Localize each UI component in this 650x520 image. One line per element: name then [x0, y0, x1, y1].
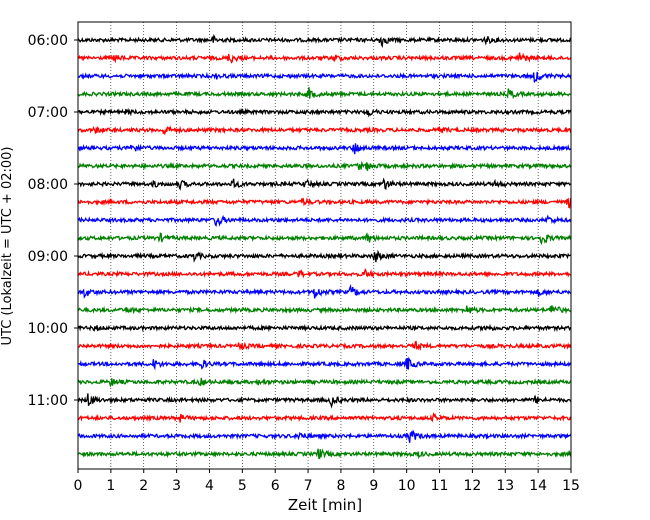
- trace-0600: [77, 33, 572, 49]
- x-tick-label: 14: [529, 478, 547, 494]
- x-tick-label: 1: [106, 478, 115, 494]
- x-tick-label: 2: [139, 478, 148, 494]
- trace-0915: [77, 267, 572, 279]
- x-tick-label: 12: [463, 478, 481, 494]
- x-tick-label: 5: [238, 478, 247, 494]
- trace-0615: [77, 52, 572, 64]
- trace-1045: [77, 377, 572, 388]
- y-tick-label: 11:00: [28, 393, 68, 409]
- trace-1145: [77, 448, 572, 460]
- trace-0630: [77, 71, 572, 83]
- x-tick-label: 0: [74, 478, 83, 494]
- trace-0815: [77, 197, 572, 209]
- x-tick-label: 15: [562, 478, 580, 494]
- x-tick-label: 7: [304, 478, 313, 494]
- y-tick-label: 07:00: [28, 105, 68, 121]
- y-tick-label: 09:00: [28, 249, 68, 265]
- y-axis-label: UTC (Lokalzeit = UTC + 02:00): [0, 147, 15, 346]
- trace-0715: [77, 125, 572, 135]
- trace-0800: [77, 177, 572, 191]
- trace-1000: [77, 323, 572, 333]
- x-axis-label: Zeit [min]: [288, 496, 362, 514]
- trace-1015: [77, 340, 572, 351]
- x-tick-label: 9: [369, 478, 378, 494]
- trace-0900: [77, 249, 572, 263]
- x-tick-label: 13: [496, 478, 514, 494]
- trace-1030: [77, 356, 572, 371]
- trace-0645: [77, 87, 572, 100]
- trace-0945: [77, 305, 572, 315]
- x-tick-label: 11: [431, 478, 449, 494]
- trace-0845: [77, 231, 572, 246]
- y-tick-label: 10:00: [28, 321, 68, 337]
- y-axis-ticks: 06:00 07:00 08:00 09:00 10:00 11:00: [28, 33, 78, 409]
- trace-1100: [77, 393, 572, 409]
- x-tick-label: 4: [205, 478, 214, 494]
- trace-0830: [77, 214, 572, 227]
- trace-0745: [77, 160, 572, 171]
- trace-1130: [77, 429, 572, 443]
- trace-0930: [77, 283, 572, 299]
- trace-1115: [77, 411, 572, 423]
- x-tick-label: 8: [336, 478, 345, 494]
- y-tick-label: 06:00: [28, 33, 68, 49]
- x-tick-label: 10: [398, 478, 416, 494]
- x-axis-ticks: 0 1 2 3 4 5 6 7 8 9 10 11 12 13 14 15: [74, 469, 580, 494]
- trace-group: [77, 33, 572, 460]
- vertical-grid: [110, 22, 539, 469]
- trace-0730: [77, 143, 572, 155]
- x-tick-label: 3: [172, 478, 181, 494]
- x-tick-label: 6: [271, 478, 280, 494]
- plot-frame: [77, 21, 572, 470]
- trace-0700: [77, 107, 572, 118]
- y-tick-label: 08:00: [28, 177, 68, 193]
